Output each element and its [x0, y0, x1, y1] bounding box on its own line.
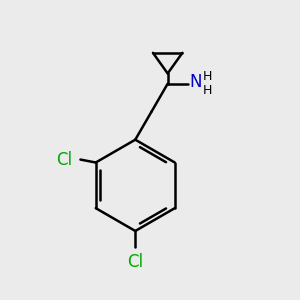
Text: H: H [202, 70, 212, 83]
Text: N: N [190, 73, 202, 91]
Text: H: H [202, 84, 212, 97]
Text: Cl: Cl [56, 151, 72, 169]
Text: Cl: Cl [127, 253, 143, 271]
